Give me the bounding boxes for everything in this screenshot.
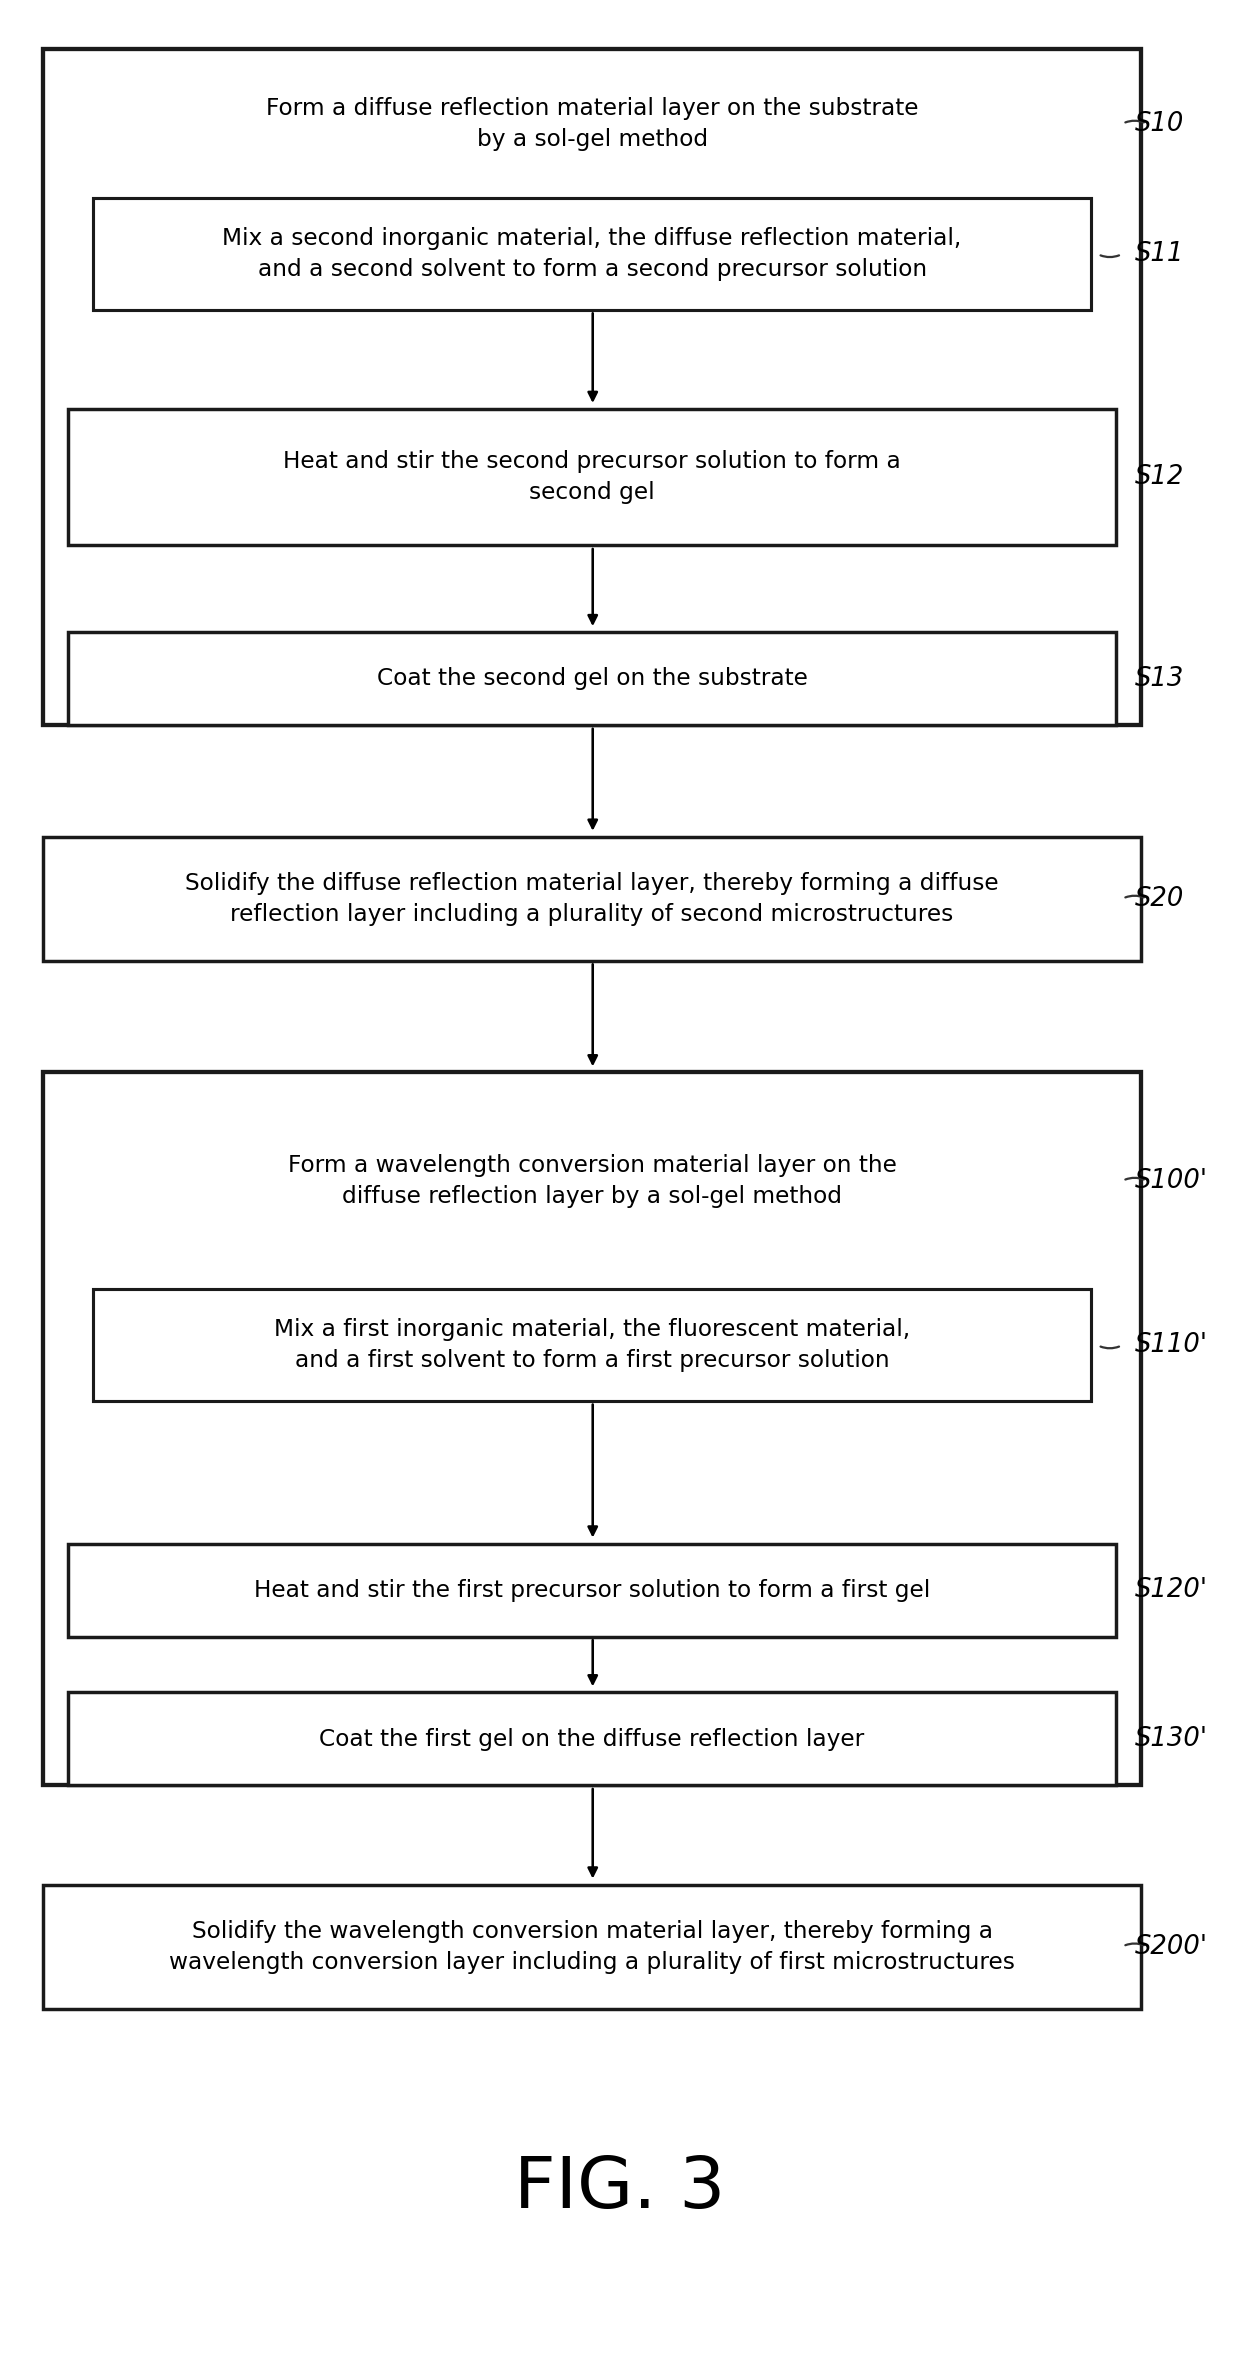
Text: Solidify the diffuse reflection material layer, thereby forming a diffuse
reflec: Solidify the diffuse reflection material… <box>185 872 999 926</box>
Text: S11: S11 <box>1135 241 1184 267</box>
Text: S10: S10 <box>1135 111 1184 137</box>
Text: Solidify the wavelength conversion material layer, thereby forming a
wavelength : Solidify the wavelength conversion mater… <box>169 1920 1016 1975</box>
Text: S120': S120' <box>1135 1578 1208 1604</box>
Text: FIG. 3: FIG. 3 <box>515 2154 725 2223</box>
Bar <box>93 1290 1091 1401</box>
Text: Mix a first inorganic material, the fluorescent material,
and a first solvent to: Mix a first inorganic material, the fluo… <box>274 1318 910 1372</box>
Bar <box>68 409 1116 546</box>
Bar <box>68 1694 1116 1786</box>
Text: S200': S200' <box>1135 1934 1208 1960</box>
Bar <box>43 1072 1141 1786</box>
Text: Form a diffuse reflection material layer on the substrate
by a sol-gel method: Form a diffuse reflection material layer… <box>265 97 919 151</box>
Text: Mix a second inorganic material, the diffuse reflection material,
and a second s: Mix a second inorganic material, the dif… <box>222 227 962 281</box>
Text: Form a wavelength conversion material layer on the
diffuse reflection layer by a: Form a wavelength conversion material la… <box>288 1155 897 1207</box>
Text: Coat the first gel on the diffuse reflection layer: Coat the first gel on the diffuse reflec… <box>320 1727 864 1750</box>
Text: S12: S12 <box>1135 465 1184 491</box>
Text: Heat and stir the first precursor solution to form a first gel: Heat and stir the first precursor soluti… <box>254 1578 930 1601</box>
Text: S13: S13 <box>1135 666 1184 692</box>
Text: S110': S110' <box>1135 1332 1208 1358</box>
Bar <box>68 633 1116 725</box>
Text: Coat the second gel on the substrate: Coat the second gel on the substrate <box>377 668 807 690</box>
Text: S130': S130' <box>1135 1727 1208 1753</box>
Text: S100': S100' <box>1135 1167 1208 1195</box>
Bar <box>43 50 1141 725</box>
Bar <box>68 1545 1116 1637</box>
Text: Heat and stir the second precursor solution to form a
second gel: Heat and stir the second precursor solut… <box>283 451 901 505</box>
Bar <box>93 198 1091 309</box>
Text: S20: S20 <box>1135 886 1184 912</box>
Bar <box>43 836 1141 961</box>
Bar <box>43 1885 1141 2008</box>
